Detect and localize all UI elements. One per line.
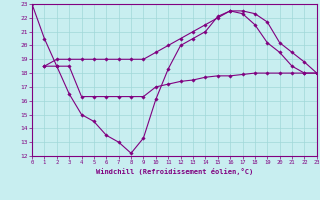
X-axis label: Windchill (Refroidissement éolien,°C): Windchill (Refroidissement éolien,°C) <box>96 168 253 175</box>
